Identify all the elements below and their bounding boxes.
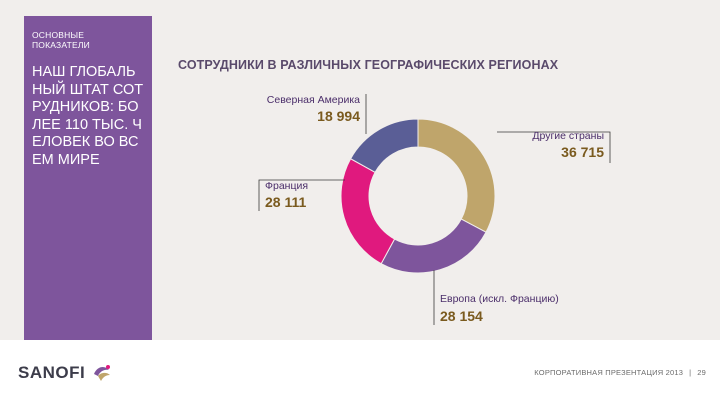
footer-separator: | — [689, 368, 692, 377]
page-number: 29 — [697, 368, 706, 377]
sanofi-logo: SANOFI — [18, 360, 113, 386]
key-figures-sidebar: ОСНОВНЫЕ ПОКАЗАТЕЛИ НАШ ГЛОБАЛЬНЫЙ ШТАТ … — [24, 16, 152, 340]
footer-caption: КОРПОРАТИВНАЯ ПРЕЗЕНТАЦИЯ 2013 | 29 — [534, 368, 706, 377]
footer: SANOFI КОРПОРАТИВНАЯ ПРЕЗЕНТАЦИЯ 2013 | 29 — [0, 340, 720, 405]
chart-title: СОТРУДНИКИ В РАЗЛИЧНЫХ ГЕОГРАФИЧЕСКИХ РЕ… — [178, 58, 559, 72]
sanofi-bird-icon — [94, 365, 111, 381]
headline: НАШ ГЛОБАЛЬНЫЙ ШТАТ СОТРУДНИКОВ: БОЛЕЕ 1… — [32, 64, 144, 168]
logo-wordmark: SANOFI — [18, 363, 86, 382]
presentation-title: КОРПОРАТИВНАЯ ПРЕЗЕНТАЦИЯ 2013 — [534, 368, 684, 377]
section-label: ОСНОВНЫЕ ПОКАЗАТЕЛИ — [32, 30, 90, 50]
